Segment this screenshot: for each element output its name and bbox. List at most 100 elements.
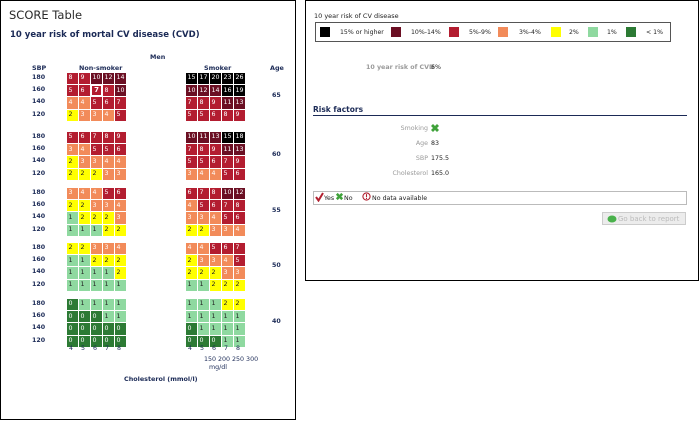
smoker-grid: 6 7 8 10 12 4 5 6 7 8 3 3 4 5 6 2 2 3 3 4	[186, 188, 245, 236]
risk-cell: 13	[234, 144, 245, 156]
age-group-label: 50	[272, 262, 281, 269]
risk-cell: 2	[186, 224, 197, 236]
sbp-label: 140	[32, 268, 46, 276]
risk-cell: 11	[222, 144, 233, 156]
risk-cell: 15	[222, 132, 233, 144]
sbp-label: 140	[32, 324, 46, 332]
risk-cell: 1	[210, 311, 221, 323]
legend-title: 10 year risk of CV disease	[314, 12, 399, 20]
age-header: Age	[270, 64, 284, 72]
risk-cell: 3	[79, 156, 90, 168]
risk-cell: 1	[234, 335, 245, 347]
risk-cell: 1	[186, 299, 197, 311]
risk-cell: 1	[222, 335, 233, 347]
risk-cell: 4	[210, 212, 221, 224]
risk-cell: 1	[210, 299, 221, 311]
risk-cell: 6	[234, 168, 245, 180]
risk-cell: 0	[67, 311, 78, 323]
risk-cell: 2	[115, 224, 126, 236]
risk-cell: 4	[79, 188, 90, 200]
risk-cell: 19	[234, 85, 245, 97]
risk-cell: 7	[91, 85, 102, 97]
risk-cell: 8	[234, 200, 245, 212]
risk-cell: 2	[103, 224, 114, 236]
legend-swatch	[498, 27, 508, 37]
risk-cell: 1	[91, 224, 102, 236]
risk-cell: 4	[79, 144, 90, 156]
risk-cell: 3	[222, 267, 233, 279]
table-subtitle: 10 year risk of mortal CV disease (CVD)	[10, 30, 200, 40]
risk-cell: 1	[198, 311, 209, 323]
risk-cell: 13	[234, 97, 245, 109]
risk-cell: 0	[79, 335, 90, 347]
legend-swatch	[588, 27, 598, 37]
sbp-label: 160	[32, 145, 46, 153]
cholesterol-value: 165.0	[431, 170, 450, 177]
risk-cell: 3	[210, 255, 221, 267]
risk-cell: 6	[115, 188, 126, 200]
risk-cell: 4	[210, 168, 221, 180]
risk-cell: 4	[103, 156, 114, 168]
back-to-report-button[interactable]: Go back to report	[602, 212, 686, 225]
risk-cell: 3	[91, 156, 102, 168]
sbp-label: 120	[32, 110, 46, 118]
cholesterol-tick: 8	[117, 345, 122, 352]
risk-cell: 0	[91, 311, 102, 323]
risk-cell: 0	[186, 323, 197, 335]
risk-cell: 12	[198, 85, 209, 97]
no-icon	[335, 192, 344, 201]
risk-cell: 4	[186, 243, 197, 255]
risk-cell: 2	[115, 255, 126, 267]
risk-cell: 1	[91, 279, 102, 291]
risk-cell: 7	[222, 200, 233, 212]
risk-cell: 0	[67, 323, 78, 335]
risk-cell: 0	[67, 299, 78, 311]
risk-cell: 5	[103, 144, 114, 156]
risk-cell: 0	[186, 335, 197, 347]
legend-label: 3%-4%	[519, 29, 541, 36]
risk-cell: 5	[103, 188, 114, 200]
risk-cell: 3	[67, 144, 78, 156]
risk-cell: 5	[67, 132, 78, 144]
risk-cell: 1	[79, 267, 90, 279]
smoker-header: Smoker	[204, 64, 232, 72]
cholesterol-tick: 7	[224, 345, 229, 352]
risk-cell: 3	[198, 255, 209, 267]
risk-cell: 4	[198, 168, 209, 180]
risk-cell: 2	[103, 212, 114, 224]
no-icon	[431, 124, 439, 132]
risk-cell: 3	[186, 212, 197, 224]
risk-cell: 2	[210, 267, 221, 279]
sbp-label: 120	[32, 225, 46, 233]
risk-cell: 2	[67, 156, 78, 168]
risk-cell: 5	[198, 200, 209, 212]
risk-cell: 4	[234, 224, 245, 236]
cholesterol-tick: 6	[93, 345, 98, 352]
risk-cell: 6	[210, 109, 221, 121]
risk-cell: 6	[79, 85, 90, 97]
sbp-label: 120	[32, 280, 46, 288]
risk-cell: 8	[103, 85, 114, 97]
risk-cell: 5	[91, 144, 102, 156]
risk-cell: 6	[103, 97, 114, 109]
risk-cell: 1	[198, 323, 209, 335]
risk-cell: 4	[186, 200, 197, 212]
legend-label: 5%-9%	[469, 29, 491, 36]
risk-cell: 5	[198, 156, 209, 168]
risk-cell: 3	[91, 109, 102, 121]
risk-cell: 1	[67, 267, 78, 279]
risk-cell: 6	[222, 243, 233, 255]
risk-cell: 2	[67, 200, 78, 212]
smoker-grid: 10 11 13 15 18 7 8 9 11 13 5 5 6 7 9 3 4 4 5 6	[186, 132, 245, 180]
risk-cell: 2	[103, 255, 114, 267]
sbp-label: 180	[32, 189, 46, 196]
risk-cell: 10	[186, 132, 197, 144]
risk-cell: 2	[67, 109, 78, 121]
risk-cell: 5	[186, 156, 197, 168]
symbol-key	[313, 191, 687, 205]
risk-cell: 2	[210, 279, 221, 291]
risk-cell: 9	[234, 109, 245, 121]
risk-cell: 1	[67, 212, 78, 224]
risk-cell: 2	[198, 224, 209, 236]
age-label: Age	[415, 140, 428, 147]
